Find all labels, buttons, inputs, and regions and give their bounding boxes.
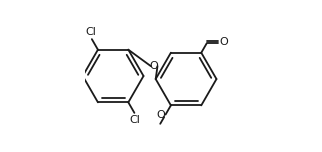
Text: O: O — [156, 110, 165, 120]
Text: O: O — [150, 61, 158, 71]
Text: Cl: Cl — [86, 27, 97, 37]
Text: O: O — [220, 37, 229, 47]
Text: Cl: Cl — [130, 115, 141, 125]
